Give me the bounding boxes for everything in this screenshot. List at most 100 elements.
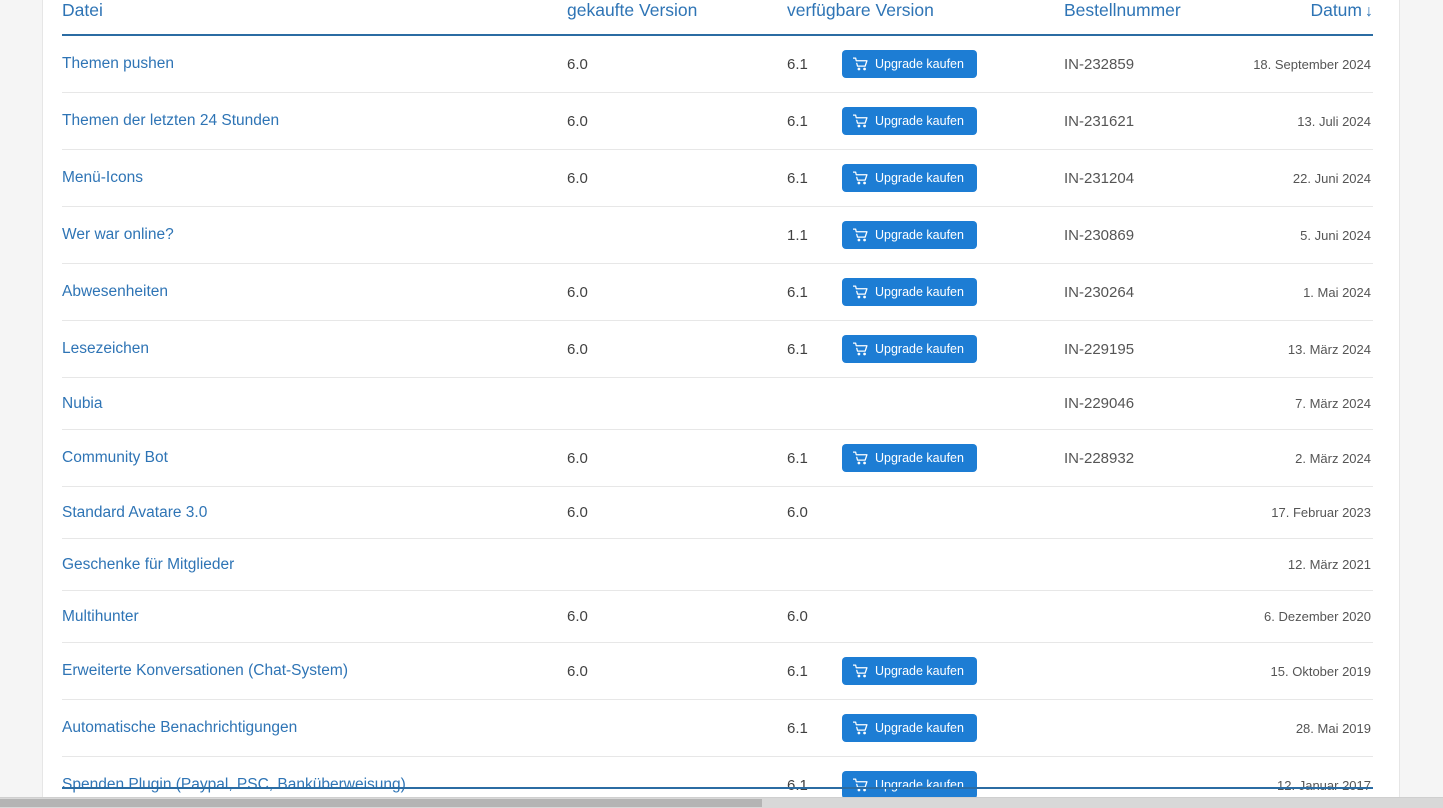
cell-available-version: 1.1 Upgrade kaufen: [787, 207, 1064, 264]
content-card: Datei gekaufte Version verfügbare Versio…: [42, 0, 1400, 799]
available-version-value: 6.1: [787, 662, 808, 680]
cell-available-version: 6.1 Upgrade kaufen: [787, 35, 1064, 93]
shopping-cart-icon: [853, 451, 868, 465]
column-header-datum[interactable]: Datum ↓: [1244, 0, 1373, 36]
table-row: Standard Avatare 3.0 6.0 6.0 17. Februar 20…: [62, 487, 1373, 539]
cell-available-version: 6.1 Upgrade kaufen: [787, 264, 1064, 321]
shopping-cart-icon: [853, 285, 868, 299]
column-header-bestellnummer-label: Bestellnummer: [1064, 0, 1181, 20]
table-row: Erweiterte Konversationen (Chat-System) 6…: [62, 643, 1373, 700]
upgrade-kaufen-label: Upgrade kaufen: [875, 227, 964, 242]
upgrade-kaufen-button[interactable]: Upgrade kaufen: [842, 50, 977, 78]
upgrade-kaufen-button[interactable]: Upgrade kaufen: [842, 714, 977, 742]
table-row: Themen pushen 6.0 6.1 Upgrade kaufen IN-2328…: [62, 35, 1373, 93]
horizontal-scrollbar-thumb[interactable]: [0, 799, 762, 807]
column-header-datei[interactable]: Datei: [62, 0, 567, 36]
cell-file: Automatische Benachrichtigungen: [62, 700, 567, 757]
available-version-value: 6.1: [787, 169, 808, 187]
table-row: Wer war online? 1.1 Upgrade kaufen IN-23086…: [62, 207, 1373, 264]
available-version-value: 6.0: [787, 504, 808, 521]
license-table: Datei gekaufte Version verfügbare Versio…: [62, 0, 1373, 808]
file-link[interactable]: Nubia: [62, 394, 103, 412]
cell-file: Multihunter: [62, 591, 567, 643]
cell-order-number: [1064, 643, 1244, 700]
cell-file: Lesezeichen: [62, 321, 567, 378]
cell-available-version: [787, 378, 1064, 430]
cell-available-version: [787, 539, 1064, 591]
cell-order-number: [1064, 487, 1244, 539]
cell-date: 13. März 2024: [1287, 341, 1371, 357]
column-header-datum-label: Datum: [1310, 0, 1362, 20]
file-link[interactable]: Multihunter: [62, 607, 139, 625]
cell-date: 17. Februar 2023: [1271, 505, 1371, 520]
available-version-group: 6.1 Upgrade kaufen: [787, 164, 1064, 192]
file-link[interactable]: Spenden Plugin (Paypal, PSC, Banküberwei…: [62, 776, 406, 793]
file-link[interactable]: Themen der letzten 24 Stunden: [62, 112, 280, 129]
cell-available-version: 6.1 Upgrade kaufen: [787, 643, 1064, 700]
available-version-group: 6.1 Upgrade kaufen: [787, 50, 1064, 78]
cell-bought-version: 6.0: [567, 608, 588, 625]
file-link[interactable]: Menü-Icons: [62, 169, 143, 186]
column-header-gekaufte-label: gekaufte Version: [567, 0, 698, 20]
file-link[interactable]: Community Bot: [62, 449, 168, 466]
upgrade-kaufen-label: Upgrade kaufen: [875, 341, 964, 356]
available-version-value: 6.1: [787, 449, 808, 467]
upgrade-kaufen-button[interactable]: Upgrade kaufen: [842, 657, 977, 685]
file-link[interactable]: Geschenke für Mitglieder: [62, 555, 235, 573]
column-header-gekaufte-version[interactable]: gekaufte Version: [567, 0, 787, 36]
column-header-verfuegbare-version[interactable]: verfügbare Version: [787, 0, 1064, 36]
cell-order-number: IN-232859: [1064, 55, 1135, 73]
upgrade-kaufen-button[interactable]: Upgrade kaufen: [842, 221, 977, 249]
cell-bought-version: [567, 378, 787, 430]
upgrade-kaufen-button[interactable]: Upgrade kaufen: [842, 278, 977, 306]
shopping-cart-icon: [853, 342, 868, 356]
cell-order-number: IN-230264: [1064, 283, 1135, 301]
upgrade-kaufen-label: Upgrade kaufen: [875, 450, 964, 465]
file-link[interactable]: Erweiterte Konversationen (Chat-System): [62, 662, 349, 679]
cell-date: 7. März 2024: [1295, 396, 1371, 411]
available-version-value: 6.1: [787, 340, 808, 358]
available-version-group: 6.1 Upgrade kaufen: [787, 714, 1064, 742]
cell-bought-version: 6.0: [567, 169, 588, 187]
upgrade-kaufen-button[interactable]: Upgrade kaufen: [842, 771, 977, 799]
cell-available-version: 6.1 Upgrade kaufen: [787, 93, 1064, 150]
cell-bought-version: 6.0: [567, 55, 588, 73]
shopping-cart-icon: [853, 57, 868, 71]
column-header-bestellnummer[interactable]: Bestellnummer: [1064, 0, 1244, 36]
upgrade-kaufen-button[interactable]: Upgrade kaufen: [842, 444, 977, 472]
horizontal-scrollbar[interactable]: [0, 797, 1443, 808]
file-link[interactable]: Abwesenheiten: [62, 283, 168, 300]
cell-file: Themen der letzten 24 Stunden: [62, 93, 567, 150]
cell-bought-version: 6.0: [567, 112, 588, 130]
cell-order-number: IN-229195: [1064, 340, 1135, 358]
file-link[interactable]: Automatische Benachrichtigungen: [62, 719, 298, 736]
table-bottom-rule: [62, 787, 1373, 789]
cell-date: 2. März 2024: [1295, 450, 1371, 466]
file-link[interactable]: Wer war online?: [62, 226, 174, 243]
cell-file: Standard Avatare 3.0: [62, 487, 567, 539]
available-version-group: 6.1 Upgrade kaufen: [787, 771, 1064, 799]
cell-available-version: 6.0: [787, 591, 1064, 643]
available-version-value: 6.1: [787, 55, 808, 73]
available-version-value: 6.0: [787, 608, 808, 625]
cell-bought-version: 6.0: [567, 662, 588, 680]
table-header-row: Datei gekaufte Version verfügbare Versio…: [62, 0, 1373, 36]
cell-file: Abwesenheiten: [62, 264, 567, 321]
file-link[interactable]: Standard Avatare 3.0: [62, 503, 208, 521]
license-table-container: Datei gekaufte Version verfügbare Versio…: [62, 0, 1373, 808]
upgrade-kaufen-button[interactable]: Upgrade kaufen: [842, 107, 977, 135]
cell-available-version: 6.0: [787, 487, 1064, 539]
shopping-cart-icon: [853, 114, 868, 128]
upgrade-kaufen-button[interactable]: Upgrade kaufen: [842, 335, 977, 363]
cell-bought-version: 6.0: [567, 504, 588, 521]
cell-file: Themen pushen: [62, 35, 567, 93]
upgrade-kaufen-button[interactable]: Upgrade kaufen: [842, 164, 977, 192]
cell-file: Nubia: [62, 378, 567, 430]
table-row: Geschenke für Mitglieder 12. März 2021: [62, 539, 1373, 591]
shopping-cart-icon: [853, 721, 868, 735]
available-version-value: 6.1: [787, 112, 808, 130]
file-link[interactable]: Themen pushen: [62, 55, 175, 72]
cell-available-version: 6.1 Upgrade kaufen: [787, 700, 1064, 757]
cell-date: 18. September 2024: [1253, 56, 1371, 72]
file-link[interactable]: Lesezeichen: [62, 340, 150, 357]
